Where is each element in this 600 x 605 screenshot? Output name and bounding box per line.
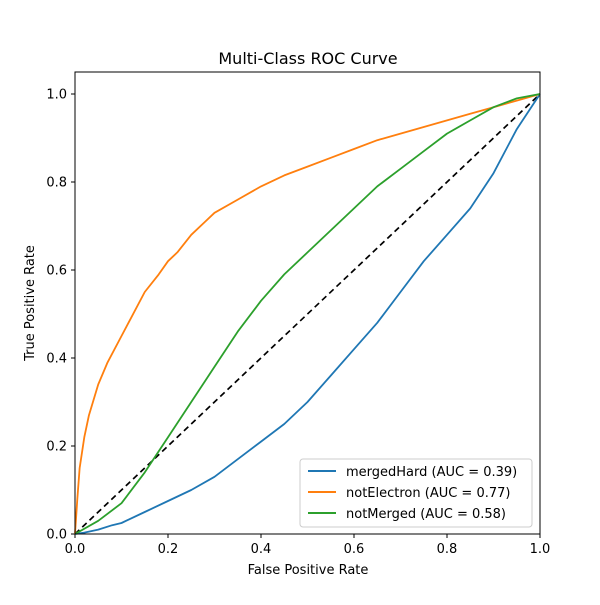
x-tick-label: 0.0 <box>65 542 86 557</box>
legend-label-1: notElectron (AUC = 0.77) <box>346 486 510 501</box>
series-line-0 <box>74 93 541 535</box>
x-tick-label: 0.2 <box>158 542 179 557</box>
x-tick-label: 0.4 <box>251 542 272 557</box>
y-axis-label: True Positive Rate <box>23 245 38 362</box>
x-axis-label: False Positive Rate <box>248 563 369 578</box>
chart-title: Multi-Class ROC Curve <box>218 49 397 68</box>
x-tick-label: 1.0 <box>530 542 551 557</box>
plot-area <box>74 93 541 535</box>
y-tick-label: 0.2 <box>46 440 67 455</box>
series-line-2 <box>74 93 541 535</box>
x-tick-label: 0.6 <box>344 542 365 557</box>
legend-label-0: mergedHard (AUC = 0.39) <box>346 465 517 480</box>
y-tick-label: 0.4 <box>46 352 67 367</box>
y-tick-label: 0.0 <box>46 528 67 543</box>
y-tick-label: 0.6 <box>46 264 67 279</box>
series-line-1 <box>74 93 541 535</box>
y-tick-label: 0.8 <box>46 176 67 191</box>
legend: mergedHard (AUC = 0.39) notElectron (AUC … <box>299 458 533 528</box>
y-tick-label: 1.0 <box>46 88 67 103</box>
x-tick-label: 0.8 <box>437 542 458 557</box>
legend-label-2: notMerged (AUC = 0.58) <box>346 507 506 522</box>
axes-frame <box>74 71 541 535</box>
legend-box <box>299 458 533 528</box>
chance-diagonal-line <box>74 93 541 535</box>
axis-ticks: 0.0 0.2 0.4 0.6 0.8 1.0 0.0 0.2 0.4 0.6 0.8 1.0 <box>46 88 550 558</box>
